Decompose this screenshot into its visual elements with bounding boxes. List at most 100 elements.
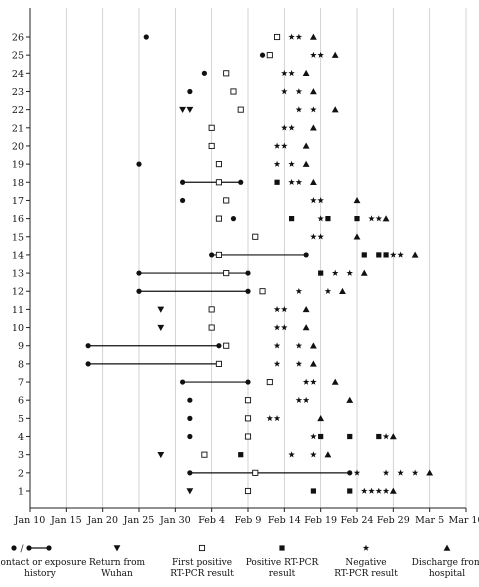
return-marker	[186, 488, 194, 495]
patient-row-8	[85, 360, 317, 367]
patient-row-5	[187, 414, 325, 422]
negative-marker	[288, 160, 295, 167]
contact-marker	[230, 216, 237, 222]
first-positive-marker	[201, 451, 208, 458]
x-tick-label: Jan 10	[14, 515, 46, 526]
discharge-legend-icon	[443, 544, 451, 551]
y-tick-label: 22	[12, 105, 24, 116]
contact-legend-icon	[46, 545, 52, 551]
contact-marker	[143, 34, 149, 40]
discharge-marker	[302, 160, 310, 167]
patient-row-25	[259, 51, 339, 59]
negative-marker	[346, 269, 353, 276]
contact-marker	[245, 288, 251, 294]
negative-marker	[317, 215, 324, 222]
positive-marker	[289, 216, 295, 222]
discharge-marker	[389, 433, 397, 440]
patient-row-26	[143, 33, 317, 41]
discharge-marker	[310, 342, 317, 349]
legend-label: RT-PCR result	[334, 569, 398, 579]
discharge-marker	[389, 487, 397, 494]
negative-marker	[310, 451, 317, 458]
negative-marker	[281, 69, 288, 77]
contact-marker	[245, 379, 251, 385]
patient-row-10	[157, 324, 310, 331]
y-tick-label: 10	[12, 323, 24, 334]
legend-label: Contact or exposure	[0, 558, 86, 568]
negative-marker	[281, 324, 288, 331]
patient-row-1	[186, 487, 397, 495]
negative-marker	[266, 414, 274, 422]
contact-marker	[238, 179, 244, 185]
discharge-marker	[302, 306, 310, 313]
positive-marker	[354, 216, 360, 222]
return-legend-icon	[113, 545, 121, 552]
y-tick-label: 6	[18, 396, 24, 407]
y-tick-labels: 1234567891011121314151617181920212223242…	[12, 33, 30, 498]
contact-marker	[209, 252, 215, 258]
y-tick-label: 3	[18, 450, 24, 461]
y-tick-label: 13	[12, 269, 24, 280]
negative-marker	[295, 396, 303, 403]
y-tick-label: 25	[12, 51, 24, 62]
x-tick-label: Feb 29	[377, 515, 410, 526]
first-positive-marker	[223, 197, 230, 204]
y-tick-label: 23	[12, 87, 24, 98]
contact-marker	[259, 52, 266, 58]
patient-row-12	[136, 287, 346, 295]
y-tick-label: 15	[12, 232, 24, 243]
contact-marker	[187, 470, 193, 476]
discharge-marker	[411, 251, 419, 258]
x-tick-label: Jan 15	[50, 515, 82, 526]
y-tick-label: 14	[12, 250, 24, 261]
first-positive-legend-icon	[198, 544, 206, 552]
legend-label: hospital	[429, 569, 465, 579]
discharge-marker	[302, 324, 310, 331]
discharge-marker	[353, 197, 361, 204]
first-positive-marker	[215, 179, 222, 186]
y-tick-label: 19	[12, 160, 24, 171]
negative-marker	[302, 378, 310, 385]
discharge-marker	[331, 106, 339, 113]
discharge-marker	[310, 33, 317, 40]
first-positive-marker	[208, 306, 215, 313]
patient-row-19	[136, 160, 310, 168]
negative-marker	[302, 396, 310, 403]
patient-row-21	[208, 124, 317, 131]
negative-marker	[310, 378, 317, 385]
first-positive-marker	[244, 487, 252, 495]
negative-marker	[361, 487, 368, 494]
discharge-marker	[310, 360, 317, 367]
negative-marker	[310, 197, 317, 204]
legend-label: First positive	[172, 558, 232, 568]
data-marks	[85, 33, 434, 495]
x-tick-label: Feb 14	[268, 515, 301, 526]
negative-marker	[288, 124, 295, 131]
return-marker	[157, 451, 165, 459]
contact-marker	[85, 361, 91, 367]
patient-row-9	[85, 342, 317, 349]
negative-marker	[295, 287, 303, 294]
first-positive-marker	[252, 233, 259, 240]
negative-marker	[375, 487, 383, 494]
return-marker	[157, 324, 165, 331]
negative-marker	[317, 197, 324, 204]
discharge-marker	[317, 414, 325, 422]
patient-row-6	[187, 396, 354, 404]
legend-label: history	[24, 569, 57, 579]
x-tick-label: Feb 19	[304, 515, 337, 526]
y-tick-label: 11	[12, 305, 24, 316]
negative-marker	[281, 124, 288, 131]
patient-row-16	[215, 215, 390, 222]
discharge-marker	[353, 233, 361, 240]
patient-row-20	[208, 142, 310, 150]
negative-marker	[368, 487, 375, 494]
positive-marker	[347, 488, 353, 494]
positive-legend-icon	[279, 545, 285, 551]
y-tick-label: 21	[12, 123, 24, 134]
contact-marker	[136, 288, 142, 294]
negative-marker	[288, 451, 295, 458]
discharge-marker	[302, 142, 310, 149]
contact-marker	[347, 470, 353, 476]
